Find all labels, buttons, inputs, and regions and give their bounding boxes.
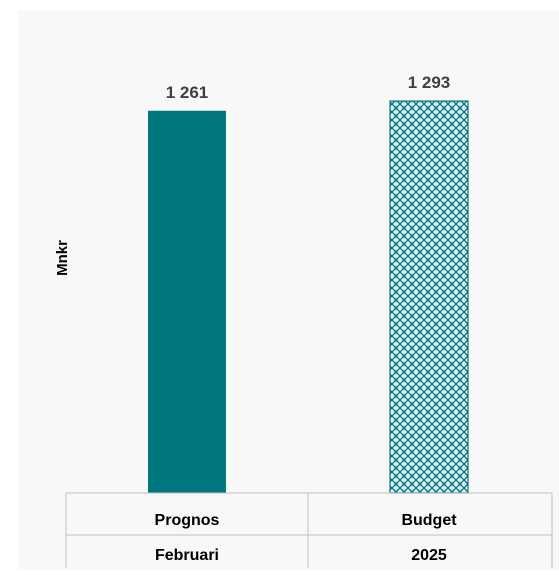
category-label-line1: Prognos [155, 512, 220, 529]
data-label-budget: 1 293 [408, 73, 451, 92]
bars-layer [148, 100, 469, 494]
bar-budget [389, 100, 469, 494]
category-label-line2: 2025 [411, 547, 447, 564]
plot-background [18, 10, 559, 570]
category-label-line2: Februari [155, 547, 219, 564]
category-table [65, 492, 553, 568]
bar-prognos [148, 110, 226, 494]
y-axis-label: Mnkr [54, 240, 71, 276]
data-labels-layer: 1 261 1 293 [166, 73, 451, 102]
data-label-prognos: 1 261 [166, 83, 209, 102]
category-labels-layer: Prognos Februari Budget 2025 [155, 512, 458, 564]
category-label-line1: Budget [401, 512, 457, 529]
